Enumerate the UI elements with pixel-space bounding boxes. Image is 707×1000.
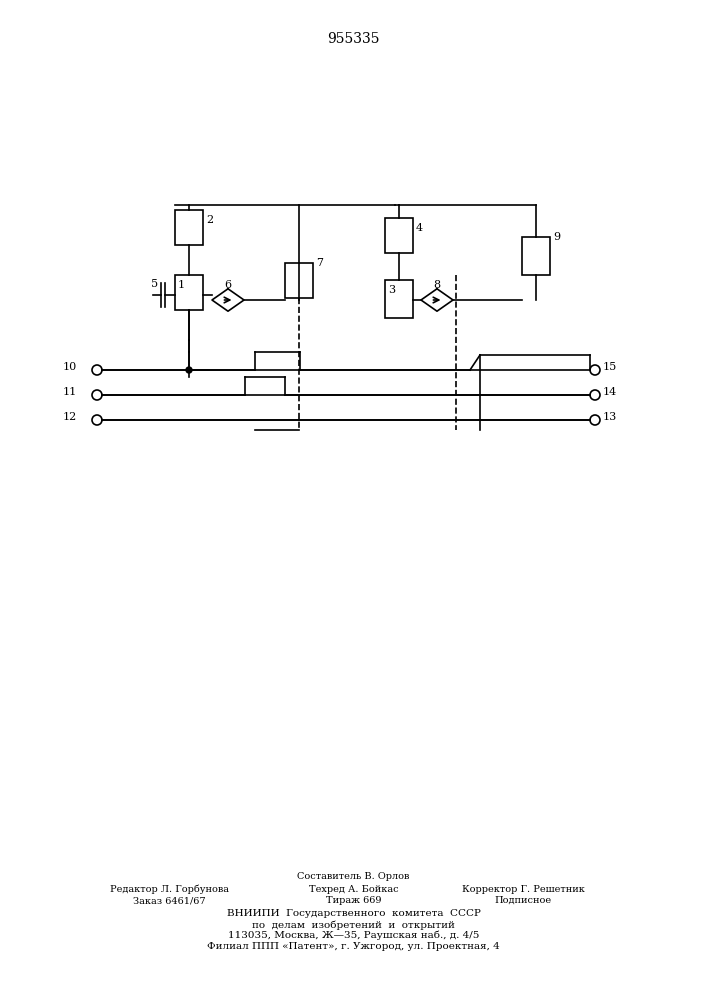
Text: 8: 8 xyxy=(433,280,440,290)
Text: 3: 3 xyxy=(388,285,395,295)
Text: Корректор Г. Решетник: Корректор Г. Решетник xyxy=(462,885,585,894)
Text: 11: 11 xyxy=(63,387,77,397)
Text: по  делам  изобретений  и  открытий: по делам изобретений и открытий xyxy=(252,920,455,930)
Bar xyxy=(175,210,203,245)
Text: 12: 12 xyxy=(63,412,77,422)
Text: Заказ 6461/67: Заказ 6461/67 xyxy=(134,896,206,905)
Text: Редактор Л. Горбунова: Редактор Л. Горбунова xyxy=(110,885,229,894)
Text: 9: 9 xyxy=(553,232,560,242)
Text: 4: 4 xyxy=(416,223,423,233)
Text: 113035, Москва, Ж—35, Раушская наб., д. 4/5: 113035, Москва, Ж—35, Раушская наб., д. … xyxy=(228,931,479,940)
Text: 10: 10 xyxy=(63,362,77,372)
Text: 2: 2 xyxy=(206,215,213,225)
Text: 5: 5 xyxy=(151,279,158,289)
Circle shape xyxy=(186,367,192,373)
Text: Техред А. Бойкас: Техред А. Бойкас xyxy=(309,885,398,894)
Text: 1: 1 xyxy=(178,280,185,290)
Bar xyxy=(175,275,203,310)
Text: 6: 6 xyxy=(224,280,231,290)
Text: 13: 13 xyxy=(603,412,617,422)
Bar xyxy=(285,263,313,298)
Text: Составитель В. Орлов: Составитель В. Орлов xyxy=(298,872,409,881)
Text: Подписное: Подписное xyxy=(495,896,551,905)
Text: 955335: 955335 xyxy=(327,32,379,46)
Text: Филиал ППП «Патент», г. Ужгород, ул. Проектная, 4: Филиал ППП «Патент», г. Ужгород, ул. Про… xyxy=(207,942,500,951)
Bar xyxy=(385,280,413,318)
Text: Тираж 669: Тираж 669 xyxy=(326,896,381,905)
Text: 15: 15 xyxy=(603,362,617,372)
Text: ВНИИПИ  Государственного  комитета  СССР: ВНИИПИ Государственного комитета СССР xyxy=(226,909,481,918)
Bar xyxy=(522,237,550,275)
Text: 14: 14 xyxy=(603,387,617,397)
Text: 7: 7 xyxy=(316,258,323,268)
Bar xyxy=(385,218,413,253)
